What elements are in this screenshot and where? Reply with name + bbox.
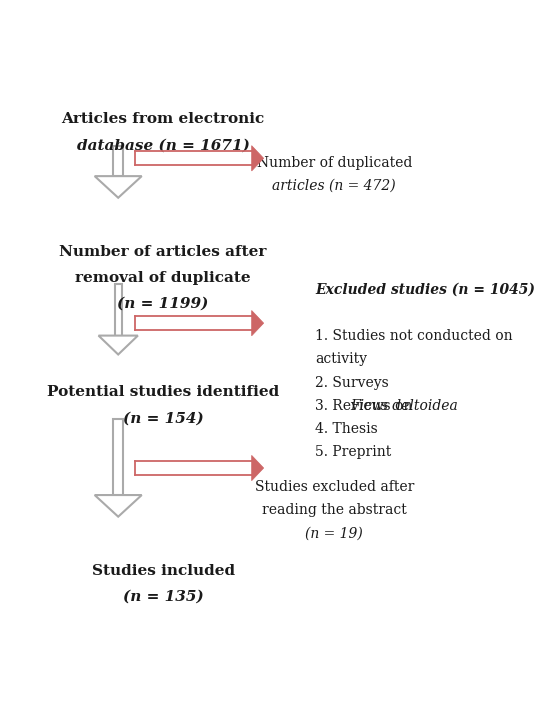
Text: 3. Reviews on: 3. Reviews on [315, 399, 417, 413]
FancyArrow shape [115, 284, 121, 336]
Text: (n = 1199): (n = 1199) [118, 297, 209, 311]
Polygon shape [252, 145, 264, 171]
Text: articles (n = 472): articles (n = 472) [273, 179, 396, 193]
Text: 1. Studies not conducted on: 1. Studies not conducted on [315, 329, 513, 343]
Text: removal of duplicate: removal of duplicate [75, 271, 251, 285]
Polygon shape [95, 495, 142, 517]
Text: 5. Preprint: 5. Preprint [315, 445, 391, 459]
Text: 4. Thesis: 4. Thesis [315, 422, 378, 436]
Text: Number of duplicated: Number of duplicated [257, 156, 412, 170]
Text: Excluded studies (n = 1045): Excluded studies (n = 1045) [315, 283, 535, 297]
Polygon shape [252, 310, 264, 336]
Text: database (n = 1671): database (n = 1671) [77, 138, 250, 152]
Text: Articles from electronic: Articles from electronic [61, 112, 265, 126]
Text: Studies excluded after: Studies excluded after [254, 480, 414, 494]
Text: Studies included: Studies included [92, 564, 235, 578]
Text: activity: activity [315, 352, 367, 366]
FancyArrow shape [114, 147, 123, 176]
Text: reading the abstract: reading the abstract [262, 503, 407, 517]
Text: Number of articles after: Number of articles after [60, 245, 267, 259]
Text: Potential studies identified: Potential studies identified [47, 385, 279, 399]
Text: (n = 19): (n = 19) [305, 526, 363, 541]
Polygon shape [95, 176, 142, 198]
Polygon shape [252, 456, 264, 481]
Text: 2. Surveys: 2. Surveys [315, 376, 389, 390]
FancyArrow shape [114, 419, 123, 495]
Polygon shape [98, 336, 138, 355]
Text: (n = 154): (n = 154) [123, 411, 204, 425]
Text: Ficus deltoidea: Ficus deltoidea [350, 399, 458, 413]
Text: (n = 135): (n = 135) [123, 590, 204, 604]
